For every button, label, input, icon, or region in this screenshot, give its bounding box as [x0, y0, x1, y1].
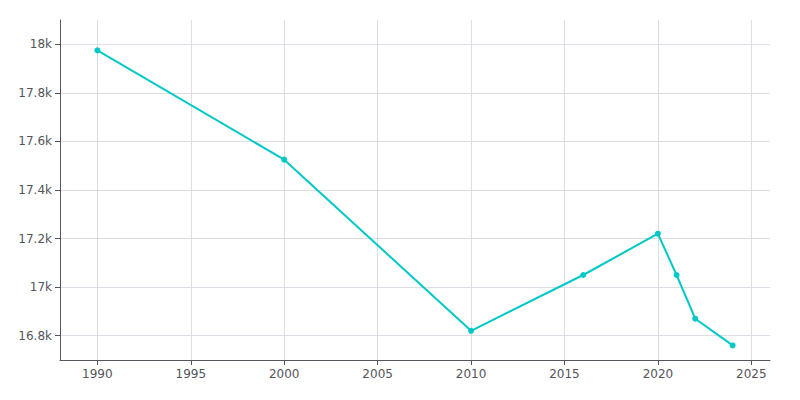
svg-text:2020: 2020 — [643, 367, 674, 381]
svg-text:2000: 2000 — [269, 367, 300, 381]
svg-text:17.6k: 17.6k — [18, 134, 52, 148]
svg-text:17.8k: 17.8k — [18, 86, 52, 100]
svg-text:1990: 1990 — [82, 367, 113, 381]
svg-text:2025: 2025 — [736, 367, 767, 381]
svg-text:17k: 17k — [30, 280, 52, 294]
svg-text:1995: 1995 — [176, 367, 207, 381]
svg-text:16.8k: 16.8k — [18, 329, 52, 343]
svg-text:2010: 2010 — [456, 367, 487, 381]
svg-text:17.4k: 17.4k — [18, 183, 52, 197]
svg-text:2015: 2015 — [549, 367, 580, 381]
svg-text:2005: 2005 — [362, 367, 393, 381]
svg-text:17.2k: 17.2k — [18, 232, 52, 246]
svg-text:18k: 18k — [30, 37, 52, 51]
